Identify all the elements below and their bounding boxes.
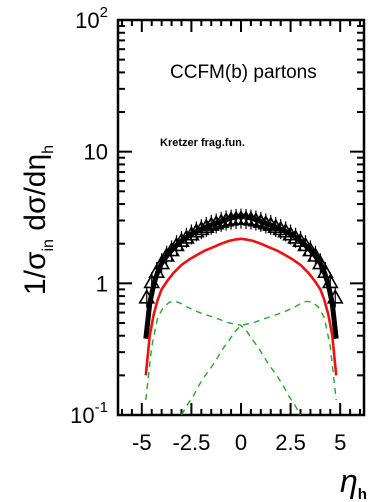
total-curve [143, 213, 339, 339]
y-tick-labels: 10-1 1 10 102 [70, 4, 108, 428]
x-tick-label: 5 [334, 430, 346, 455]
x-tick-labels: -5 -2.5 0 2.5 5 [132, 430, 346, 455]
green-right-curve [180, 300, 337, 415]
x-tick-label: -5 [132, 430, 152, 455]
x-axis-label: ηh [340, 463, 367, 502]
y-tick-label: 102 [75, 4, 108, 33]
fragfun-annotation: Kretzer frag.fun. [160, 137, 245, 149]
y-tick-label: 1 [96, 271, 108, 296]
y-tick-label: 10 [84, 140, 108, 165]
green-left-curve [145, 300, 302, 415]
x-tick-label: 2.5 [275, 430, 306, 455]
y-axis-label: 1/σin dσ/dηh [19, 145, 57, 295]
y-tick-label: 10-1 [70, 399, 108, 428]
model-annotation: CCFM(b) partons [170, 62, 317, 83]
x-tick-label: 0 [235, 430, 247, 455]
x-tick-label: -2.5 [172, 430, 210, 455]
axis-ticks [118, 19, 364, 416]
red-curve [144, 237, 338, 376]
data-layer [138, 208, 344, 415]
